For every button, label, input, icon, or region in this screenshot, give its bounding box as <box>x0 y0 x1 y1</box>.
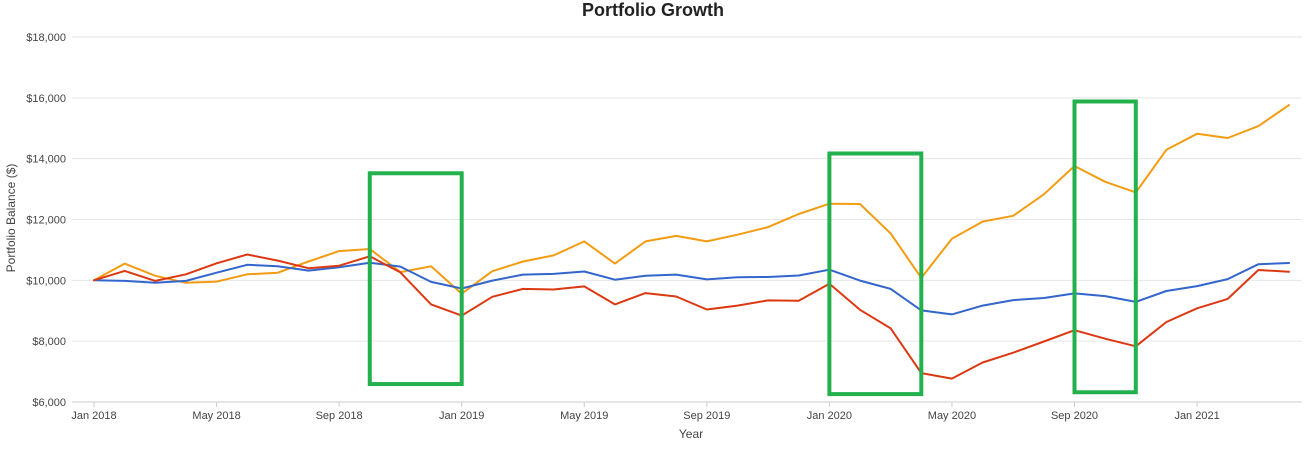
y-axis-label: Portfolio Balance ($) <box>4 164 18 273</box>
y-axis: $6,000 $8,000 $10,000 $12,000 $14,000 $16,000… <box>26 32 66 409</box>
series-lines <box>93 104 1290 380</box>
highlight-box-2 <box>827 151 924 397</box>
x-axis-label: Year <box>679 427 703 441</box>
highlight-box-1 <box>367 171 464 387</box>
x-tick-label: Sep 2018 <box>316 410 363 422</box>
gridlines <box>72 36 1302 403</box>
x-tick-label: Sep 2019 <box>683 410 730 422</box>
x-tick-label: May 2020 <box>928 410 976 422</box>
x-tick-label: Jan 2019 <box>439 410 484 422</box>
y-tick-label: $14,000 <box>26 154 66 166</box>
y-tick-label: $6,000 <box>32 397 66 409</box>
series-line-1 <box>93 104 1290 295</box>
series-line-3 <box>93 253 1290 380</box>
series-line-2 <box>93 261 1290 316</box>
x-tick-label: Jan 2020 <box>807 410 852 422</box>
y-tick-label: $18,000 <box>26 32 66 44</box>
x-tick-label: May 2019 <box>560 410 608 422</box>
x-tick-label: May 2018 <box>192 410 240 422</box>
x-tick-label: Sep 2020 <box>1051 410 1098 422</box>
highlight-boxes <box>367 99 1138 397</box>
highlight-box-3 <box>1072 99 1138 395</box>
x-tick-label: Jan 2018 <box>71 410 116 422</box>
y-tick-label: $16,000 <box>26 93 66 105</box>
x-tick-label: Jan 2021 <box>1174 410 1219 422</box>
x-axis: Jan 2018 May 2018 Sep 2018 Jan 2019 May 2019… <box>71 402 1220 422</box>
y-tick-label: $8,000 <box>32 336 66 348</box>
y-tick-label: $10,000 <box>26 275 66 287</box>
chart-title: Portfolio Growth <box>582 0 724 20</box>
y-tick-label: $12,000 <box>26 215 66 227</box>
